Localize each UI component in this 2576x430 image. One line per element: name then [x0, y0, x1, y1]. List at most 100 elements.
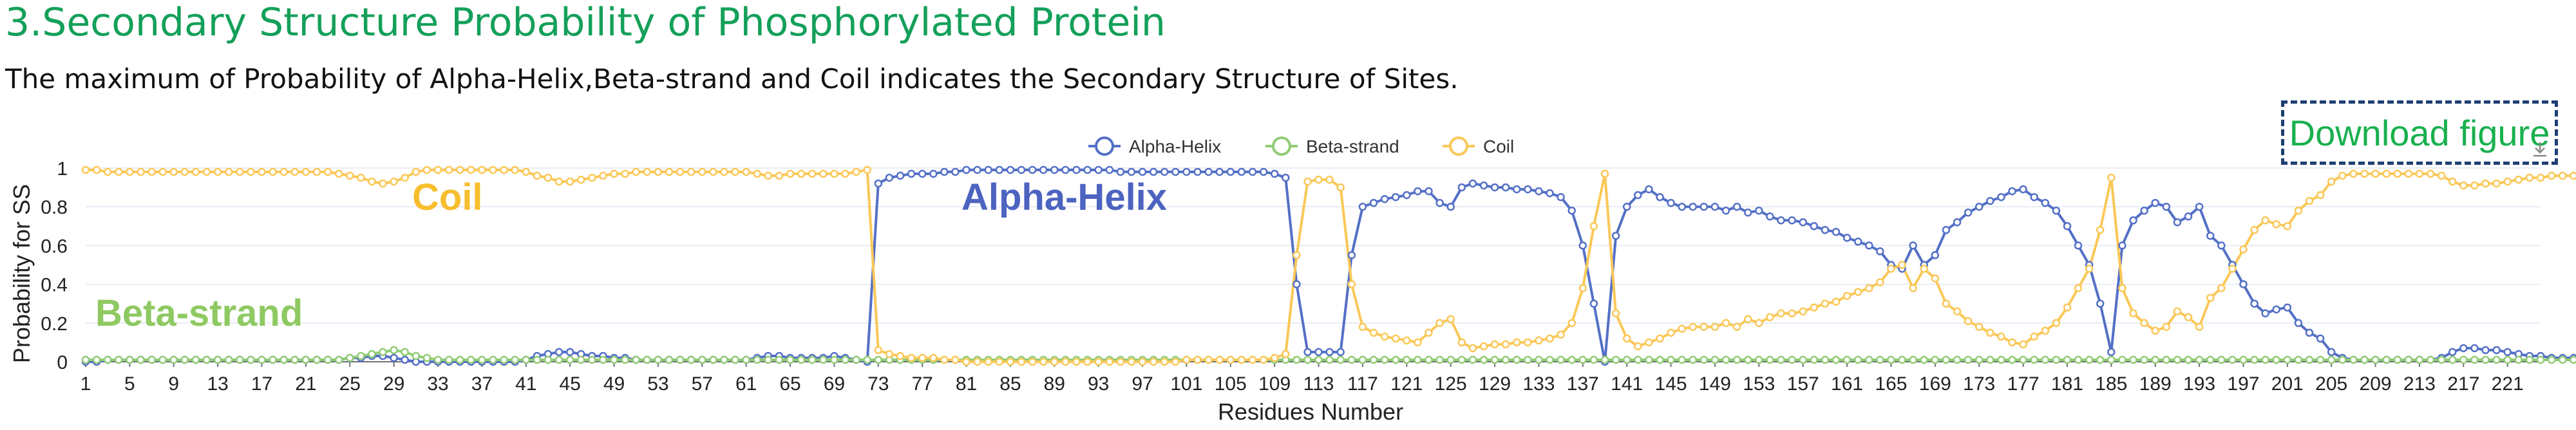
- data-point-coil: [1611, 309, 1620, 318]
- data-point-coil: [1182, 355, 1191, 364]
- x-tick-label: 85: [999, 373, 1021, 395]
- data-point-coil: [258, 167, 266, 176]
- data-point-coil: [500, 165, 508, 174]
- data-point-beta-strand: [1953, 355, 1962, 364]
- data-point-beta-strand: [1931, 355, 1940, 364]
- data-point-coil: [269, 167, 277, 176]
- data-point-alpha-helix: [1842, 234, 1852, 242]
- data-point-coil: [158, 167, 167, 176]
- data-point-beta-strand: [2547, 355, 2556, 364]
- data-point-coil: [2503, 177, 2512, 186]
- data-point-coil: [202, 167, 211, 176]
- data-point-coil: [115, 167, 123, 176]
- data-point-coil: [2173, 307, 2182, 315]
- data-point-coil: [764, 171, 773, 180]
- data-point-coil: [1358, 322, 1367, 332]
- data-point-coil: [1501, 340, 1510, 349]
- data-point-alpha-helix: [2272, 305, 2280, 313]
- data-point-alpha-helix: [1567, 206, 1576, 215]
- data-point-beta-strand: [654, 355, 663, 364]
- x-axis-label: Residues Number: [1218, 398, 1403, 425]
- data-point-alpha-helix: [1964, 208, 1973, 217]
- legend-item-beta-strand[interactable]: Beta-strand: [1265, 136, 1399, 156]
- data-point-coil: [2096, 226, 2105, 234]
- data-point-beta-strand: [1743, 355, 1752, 364]
- data-point-beta-strand: [2349, 355, 2358, 364]
- data-point-alpha-helix: [1116, 167, 1125, 176]
- data-point-coil: [1524, 338, 1532, 347]
- data-point-beta-strand: [379, 348, 387, 357]
- data-point-coil: [830, 169, 838, 178]
- data-point-alpha-helix: [1237, 167, 1246, 176]
- data-point-alpha-helix: [2448, 348, 2457, 357]
- data-point-beta-strand: [1468, 355, 1477, 364]
- data-point-coil: [1138, 357, 1147, 366]
- data-point-beta-strand: [2063, 355, 2072, 364]
- data-point-alpha-helix: [1732, 202, 1741, 211]
- data-point-alpha-helix: [2052, 206, 2061, 215]
- data-point-beta-strand: [1512, 355, 1521, 364]
- data-point-alpha-helix: [1942, 226, 1951, 234]
- data-point-beta-strand: [422, 353, 431, 362]
- data-point-beta-strand: [2085, 355, 2094, 364]
- data-point-beta-strand: [2228, 355, 2237, 364]
- data-point-beta-strand: [1589, 355, 1598, 364]
- x-tick-label: 93: [1088, 373, 1109, 395]
- data-point-alpha-helix: [1799, 218, 1807, 227]
- legend-marker: [1449, 136, 1468, 156]
- data-point-beta-strand: [2129, 355, 2137, 364]
- data-point-coil: [444, 165, 453, 174]
- data-point-alpha-helix: [1325, 348, 1334, 357]
- data-point-beta-strand: [1634, 355, 1642, 364]
- data-point-coil: [1006, 357, 1015, 366]
- data-point-coil: [1391, 334, 1400, 343]
- data-point-beta-strand: [1578, 355, 1587, 364]
- data-point-coil: [126, 167, 134, 176]
- data-point-beta-strand: [1303, 355, 1312, 364]
- data-point-beta-strand: [1435, 355, 1444, 364]
- data-point-coil: [1237, 355, 1246, 364]
- legend-label: Alpha-Helix: [1129, 136, 1221, 156]
- data-point-beta-strand: [2206, 355, 2215, 364]
- data-point-beta-strand: [346, 353, 354, 362]
- data-point-coil: [709, 167, 717, 176]
- x-tick-label: 77: [911, 373, 933, 395]
- x-tick-label: 25: [339, 373, 361, 395]
- data-point-coil: [1821, 299, 1830, 308]
- data-point-beta-strand: [1997, 355, 2005, 364]
- data-point-alpha-helix: [1645, 185, 1653, 194]
- legend-item-alpha-helix[interactable]: Alpha-Helix: [1088, 136, 1221, 156]
- data-point-coil: [576, 175, 585, 184]
- data-point-coil: [995, 357, 1004, 366]
- data-point-coil: [191, 167, 200, 176]
- data-point-beta-strand: [2338, 355, 2347, 364]
- data-point-alpha-helix: [1909, 241, 1917, 250]
- data-point-coil: [1931, 274, 1940, 283]
- data-point-alpha-helix: [2459, 344, 2468, 353]
- data-point-beta-strand: [137, 355, 145, 364]
- data-point-coil: [2426, 169, 2435, 178]
- data-point-alpha-helix: [2107, 348, 2116, 357]
- data-point-alpha-helix: [885, 173, 894, 182]
- x-tick-label: 217: [2447, 373, 2479, 395]
- data-point-coil: [753, 169, 761, 178]
- x-tick-label: 197: [2227, 373, 2259, 395]
- data-point-coil: [1446, 315, 1455, 324]
- data-point-beta-strand: [1909, 355, 1917, 364]
- data-point-beta-strand: [444, 355, 453, 364]
- data-point-coil: [973, 357, 981, 366]
- data-point-alpha-helix: [1314, 348, 1323, 357]
- data-point-alpha-helix: [1479, 181, 1488, 190]
- data-point-coil: [2349, 169, 2358, 178]
- data-point-beta-strand: [1842, 355, 1852, 364]
- download-figure-button[interactable]: Download figure: [2281, 100, 2558, 165]
- data-point-beta-strand: [2195, 355, 2204, 364]
- data-point-beta-strand: [1600, 355, 1609, 364]
- data-point-coil: [422, 165, 431, 174]
- data-point-beta-strand: [1799, 355, 1807, 364]
- data-point-beta-strand: [1788, 355, 1796, 364]
- legend-item-coil[interactable]: Coil: [1443, 136, 1514, 156]
- data-point-alpha-helix: [2261, 309, 2269, 318]
- data-point-alpha-helix: [929, 169, 938, 178]
- data-point-coil: [511, 165, 519, 174]
